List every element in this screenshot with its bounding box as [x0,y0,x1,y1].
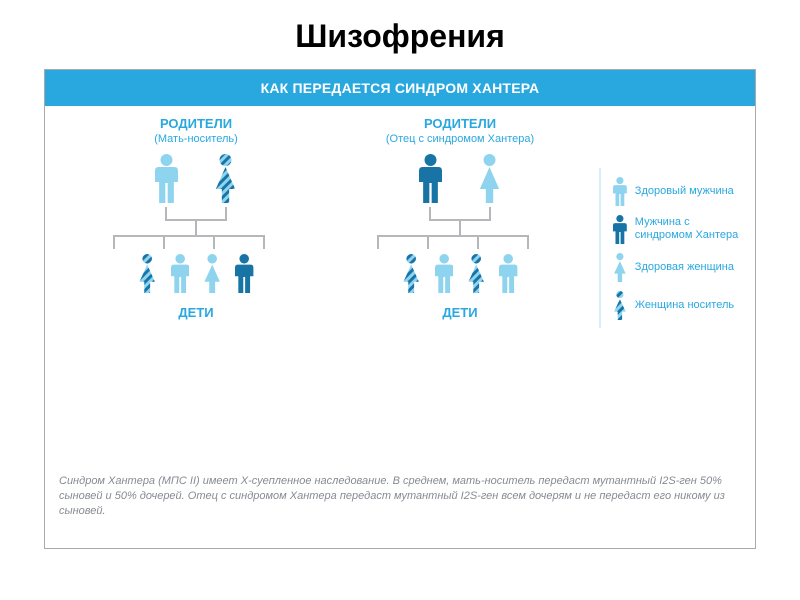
legend-icon [613,290,627,320]
person-icon [171,253,189,299]
legend: Здоровый мужчина Мужчина с синдромом Хан… [599,168,743,328]
children-row [81,253,311,299]
legend-label: Здоровый мужчина [635,185,734,198]
legend-item: Женщина носитель [613,290,743,320]
legend-icon [613,176,627,206]
person-icon [155,153,178,207]
children-row [345,253,575,299]
parents-subtitle: (Мать-носитель) [81,133,311,145]
children-label: ДЕТИ [81,305,311,320]
legend-icon [613,214,627,244]
diagram-frame: КАК ПЕРЕДАЕТСЯ СИНДРОМ ХАНТЕРА РОДИТЕЛИ … [44,69,756,549]
footnote: Синдром Хантера (МПС II) имеет Х-суеплен… [45,466,755,519]
right-pedigree: РОДИТЕЛИ (Отец с синдромом Хантера) [345,116,575,320]
person-icon [419,153,442,207]
person-icon [435,253,453,299]
person-icon [499,253,517,299]
person-icon [203,253,221,299]
legend-label: Женщина носитель [635,299,734,312]
connector-bottom [345,235,575,253]
legend-label: Здоровая женщина [635,261,734,274]
person-icon [235,253,253,299]
person-icon [138,253,156,299]
legend-icon [613,252,627,282]
children-label: ДЕТИ [345,305,575,320]
page-title: Шизофрения [0,0,800,69]
banner-bar: КАК ПЕРЕДАЕТСЯ СИНДРОМ ХАНТЕРА [45,70,755,106]
person-icon [402,253,420,299]
parents-row [81,153,311,207]
parents-subtitle: (Отец с синдромом Хантера) [345,133,575,145]
person-icon [467,253,485,299]
person-icon [478,153,501,207]
diagram-content: РОДИТЕЛИ (Мать-носитель) [45,106,755,466]
parents-label: РОДИТЕЛИ [345,116,575,131]
left-pedigree: РОДИТЕЛИ (Мать-носитель) [81,116,311,320]
legend-item: Здоровый мужчина [613,176,743,206]
legend-item: Мужчина с синдромом Хантера [613,214,743,244]
connector-bottom [81,235,311,253]
legend-item: Здоровая женщина [613,252,743,282]
legend-label: Мужчина с синдромом Хантера [635,216,743,241]
parents-label: РОДИТЕЛИ [81,116,311,131]
parents-row [345,153,575,207]
person-icon [214,153,237,207]
